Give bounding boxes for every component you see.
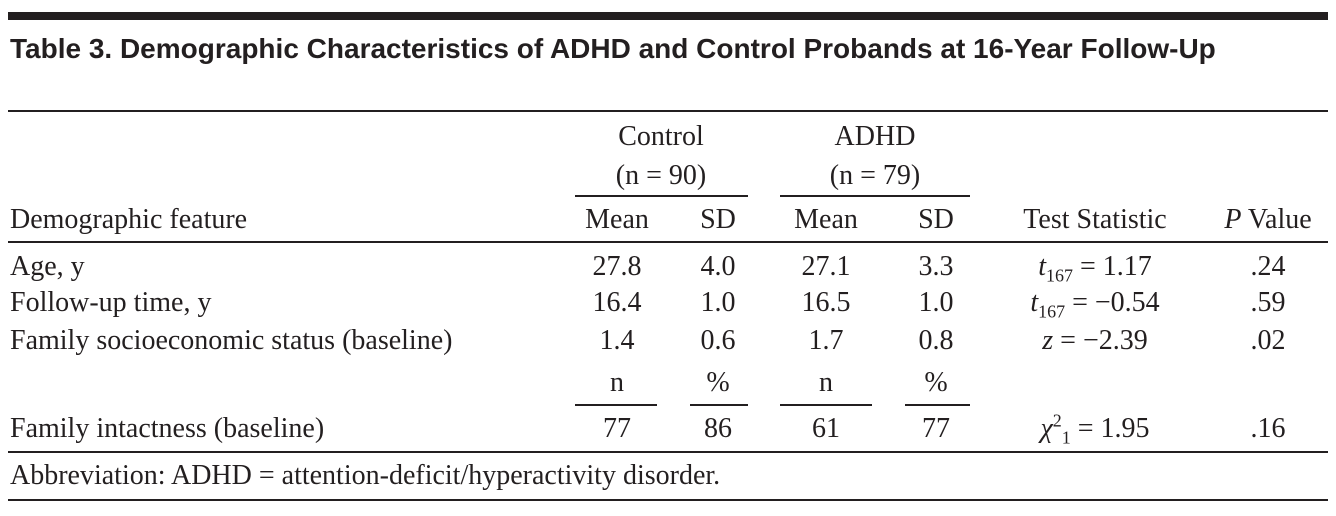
table-cell: Follow-up time, y [10, 287, 212, 318]
table-cell: Family intactness (baseline) [10, 413, 325, 444]
cell-text: = 1.95 [1077, 413, 1150, 444]
header-cell: Test Statistic [1023, 204, 1167, 235]
sub-rule [690, 404, 748, 406]
table-cell: 1.0 [700, 287, 736, 318]
cell-text: = 1.17 [1079, 251, 1152, 282]
stat-symbol: χ [1040, 413, 1053, 444]
subheader-cell: % [706, 367, 730, 398]
table-cell: 1.4 [599, 325, 635, 356]
sub-rule [905, 404, 970, 406]
table-cell: Family socioeconomic status (baseline) [10, 325, 453, 356]
table-cell: .02 [1250, 325, 1286, 356]
table-cell: 4.0 [700, 251, 736, 282]
cell-text: Value [1247, 204, 1312, 235]
group-rule [780, 195, 970, 197]
table-cell: 0.6 [700, 325, 736, 356]
subscript: 1 [1061, 427, 1071, 448]
rule [8, 110, 1328, 112]
table-cell: χ21 = 1.95 [1040, 410, 1150, 448]
cell-text: = −0.54 [1072, 287, 1160, 318]
group-rule [575, 195, 748, 197]
footnote: Abbreviation: ADHD = attention-deficit/h… [10, 460, 721, 491]
stat-symbol: t [1030, 287, 1039, 318]
table-cell: 86 [704, 413, 732, 444]
group-n: (n = 90) [615, 160, 707, 191]
group-name: ADHD [834, 121, 916, 152]
table-cell: 1.7 [808, 325, 844, 356]
table-cell: 61 [812, 413, 840, 444]
rule [8, 241, 1328, 243]
header-cell: SD [918, 204, 954, 235]
italic-part: P [1224, 204, 1242, 235]
subheader-cell: n [819, 367, 833, 398]
table-cell: t167 = −0.54 [1030, 286, 1160, 322]
table-cell: 27.1 [801, 251, 851, 282]
table-cell: .16 [1250, 413, 1286, 444]
top-rule [8, 12, 1328, 20]
subheader-cell: % [924, 367, 948, 398]
table-cell: .59 [1250, 287, 1286, 318]
superscript: 2 [1052, 410, 1062, 431]
table-cell: 0.8 [918, 325, 954, 356]
header-cell: Mean [794, 204, 858, 235]
table-cell: 16.5 [801, 287, 851, 318]
subscript: 167 [1038, 301, 1066, 322]
table-cell: 16.4 [592, 287, 642, 318]
group-n: (n = 79) [829, 160, 921, 191]
table-cell: 77 [603, 413, 631, 444]
stat-symbol: t [1038, 251, 1046, 282]
header-cell: Mean [585, 204, 649, 235]
table-cell: .24 [1250, 251, 1286, 282]
rule [8, 451, 1328, 453]
table-cell: 1.0 [918, 287, 954, 318]
sub-rule [575, 404, 657, 406]
table-title: Table 3. Demographic Characteristics of … [10, 33, 1216, 64]
stat-symbol: z [1042, 325, 1054, 356]
rule [8, 499, 1328, 501]
cell-text: = −2.39 [1060, 325, 1148, 356]
table-cell: Age, y [10, 251, 85, 282]
table-cell: t167 = 1.17 [1038, 250, 1152, 286]
sub-rule [780, 404, 872, 406]
table-cell: z = −2.39 [1042, 324, 1148, 358]
group-name: Control [618, 121, 704, 152]
table-cell: 27.8 [592, 251, 642, 282]
header-cell: Demographic feature [10, 204, 248, 235]
table-cell: 3.3 [918, 251, 954, 282]
subscript: 167 [1045, 265, 1073, 286]
subheader-cell: n [610, 367, 624, 398]
header-cell: SD [700, 204, 736, 235]
header-cell: P Value [1224, 203, 1311, 237]
table-cell: 77 [922, 413, 950, 444]
